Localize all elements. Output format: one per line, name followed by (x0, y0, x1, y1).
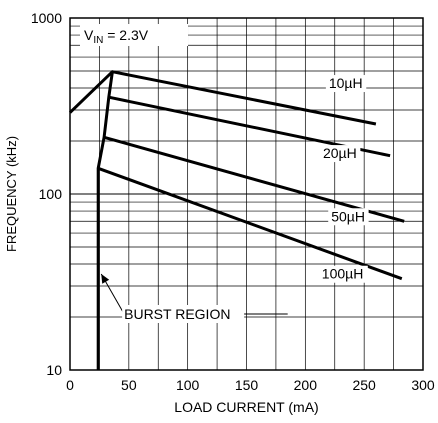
series-labels: 10µH 20µH 50µH 100µH (318, 75, 369, 283)
series-label: 50µH (331, 208, 365, 224)
vin-annotation-background (80, 24, 188, 46)
burst-label-background (122, 305, 245, 323)
plot-frame (69, 17, 424, 371)
series-label-background (328, 208, 369, 226)
y-tick-label: 10 (46, 362, 62, 378)
series-label-background (325, 75, 367, 93)
series-label-background (319, 145, 361, 163)
y-tick-label: 100 (39, 186, 63, 202)
y-tick-label: 1000 (31, 10, 62, 26)
series-label: 100µH (322, 266, 364, 282)
x-tick-label: 50 (121, 377, 137, 393)
x-tick-label: 0 (66, 377, 74, 393)
x-tick-label: 150 (235, 377, 259, 393)
x-tick-label: 100 (176, 377, 200, 393)
x-tick-labels: 0 50 100 150 200 250 300 (66, 377, 435, 393)
x-tick-label: 250 (352, 377, 376, 393)
series-line (103, 135, 405, 223)
vin-annotation: VIN = 2.3V (84, 27, 149, 46)
vin-value: = 2.3V (103, 27, 148, 43)
y-axis-label: FREQUENCY (kHz) (4, 136, 19, 252)
series-label: 20µH (323, 145, 357, 161)
vin-subscript: IN (93, 35, 103, 46)
burst-region-annotation: BURST REGION (100, 273, 288, 323)
minimum-frequency-envelope (96, 71, 114, 370)
series-line (97, 166, 403, 281)
x-tick-label: 300 (411, 377, 435, 393)
y-tick-labels: 10 100 1000 (31, 10, 62, 378)
x-tick-label: 200 (294, 377, 318, 393)
series-label: 10µH (329, 75, 363, 91)
series-label-background (318, 265, 368, 283)
burst-arrowhead (101, 273, 110, 284)
x-axis-label: LOAD CURRENT (mA) (174, 399, 318, 415)
vin-main: V (84, 27, 94, 43)
series-line (68, 70, 377, 126)
burst-region-label: BURST REGION (124, 306, 230, 322)
